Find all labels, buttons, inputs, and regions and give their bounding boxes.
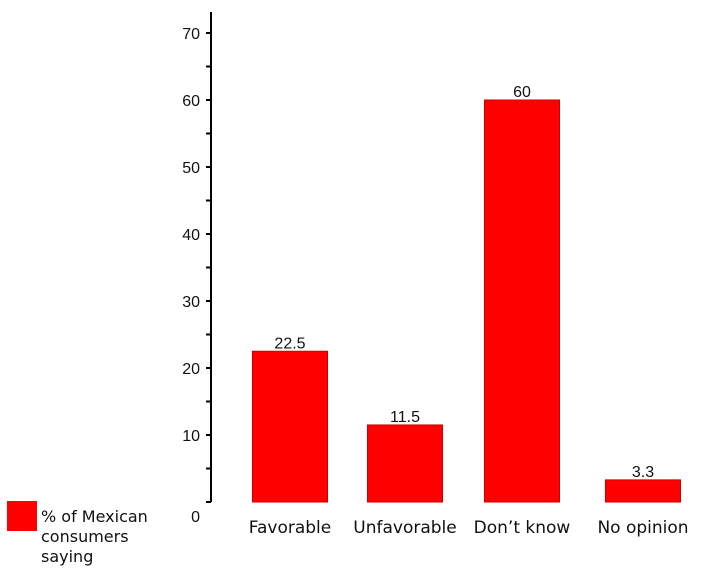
x-axis: Favorable Unfavorable Don’t know No opinion xyxy=(249,518,689,538)
data-label: 11.5 xyxy=(390,409,420,426)
bar xyxy=(367,424,443,503)
x-category-label: Don’t know xyxy=(474,518,571,538)
legend-label: % of Mexican consumers saying xyxy=(41,507,148,566)
y-tick-label: 10 xyxy=(182,428,200,445)
y-tick-label: 0 xyxy=(191,509,200,526)
y-tick-label: 70 xyxy=(182,26,200,43)
legend-swatch xyxy=(7,501,37,531)
data-label: 3.3 xyxy=(632,464,654,481)
y-tick-label: 50 xyxy=(182,160,200,177)
y-tick-label: 40 xyxy=(182,227,200,244)
x-category-label: No opinion xyxy=(597,518,688,538)
x-category-label: Unfavorable xyxy=(353,518,456,538)
x-category-label: Favorable xyxy=(249,518,331,538)
bar xyxy=(484,99,560,503)
y-tick-label: 30 xyxy=(182,294,200,311)
y-axis: 0 10 20 30 40 50 60 70 xyxy=(182,12,212,526)
y-tick-label: 60 xyxy=(182,93,200,110)
y-tick-label: 20 xyxy=(182,361,200,378)
bar xyxy=(605,479,681,503)
data-label: 60 xyxy=(513,84,531,101)
bar xyxy=(252,350,328,503)
bars: 22.5 11.5 60 3.3 xyxy=(252,84,681,503)
data-label: 22.5 xyxy=(274,335,305,352)
legend: % of Mexican consumers saying xyxy=(7,501,161,567)
